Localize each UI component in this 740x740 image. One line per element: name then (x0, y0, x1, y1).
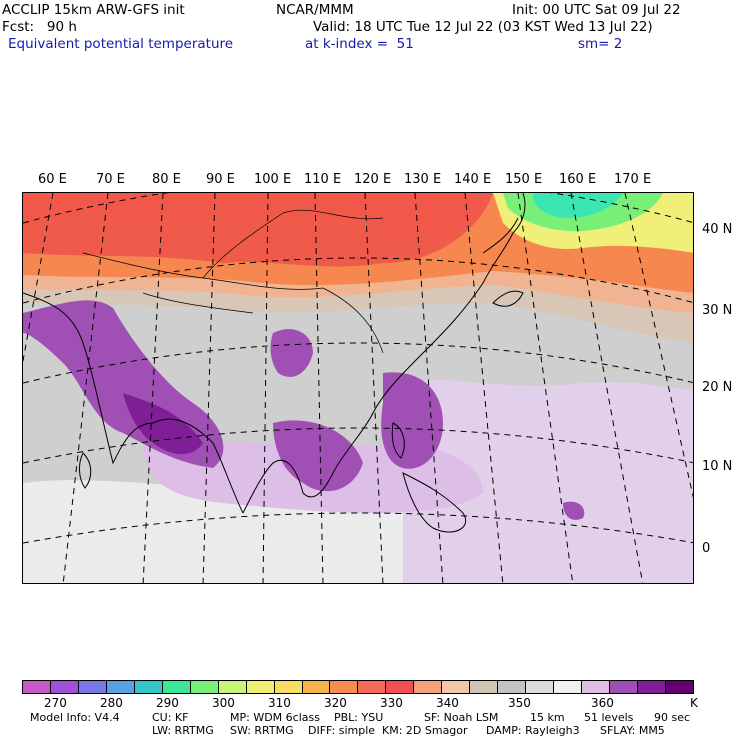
colorbar-swatch (610, 681, 638, 693)
colorbar-tick-label: 290 (156, 696, 179, 710)
colorbar-unit: K (690, 696, 698, 710)
colorbar-swatch (637, 681, 666, 693)
purple-china (270, 329, 313, 377)
colorbar-swatch (442, 681, 471, 693)
footer-item: Model Info: V4.4 (30, 711, 120, 724)
purple-scs (381, 372, 443, 469)
colorbar-swatch (470, 681, 499, 693)
lat-label: 20 N (702, 380, 733, 395)
init-time: Init: 00 UTC Sat 09 Jul 22 (512, 2, 681, 18)
lon-label: 120 E (354, 172, 392, 187)
colorbar-swatch (665, 681, 693, 693)
lon-label: 70 E (96, 172, 125, 187)
dark-purple-bengal (123, 393, 203, 455)
lon-label: 170 E (614, 172, 652, 187)
footer-item: SFLAY: MM5 (600, 724, 665, 737)
colorbar (22, 680, 694, 694)
footer-item: KM: 2D Smagor (382, 724, 468, 737)
footer-item: CU: KF (152, 711, 189, 724)
graticule (23, 193, 693, 583)
lat-label: 40 N (702, 222, 733, 237)
colorbar-swatch (582, 681, 611, 693)
colorbar-swatch (246, 681, 275, 693)
colorbar-swatch (274, 681, 303, 693)
colorbar-swatch (134, 681, 163, 693)
footer-item: DIFF: simple (308, 724, 376, 737)
borders (82, 209, 384, 354)
colorbar-swatch (162, 681, 191, 693)
lon-label: 60 E (38, 172, 67, 187)
colorbar-swatch (50, 681, 79, 693)
lon-label: 150 E (505, 172, 543, 187)
lilac-pacific (403, 380, 693, 583)
colorbar-tick-label: 350 (508, 696, 531, 710)
lon-label: 80 E (152, 172, 181, 187)
colorbar-tick-label: 340 (436, 696, 459, 710)
footer-item: 15 km (530, 711, 565, 724)
colorbar-swatch (526, 681, 555, 693)
lat-label: 30 N (702, 303, 733, 318)
colorbar-swatch (358, 681, 387, 693)
footer-item: DAMP: Rayleigh3 (486, 724, 580, 737)
map-panel[interactable] (22, 192, 694, 584)
colorbar-swatch (78, 681, 107, 693)
red-core (23, 193, 493, 228)
colorbar-tick-label: 300 (212, 696, 235, 710)
lon-label: 110 E (304, 172, 342, 187)
footer-item: SF: Noah LSM (424, 711, 499, 724)
model-title: ACCLIP 15km ARW-GFS init (2, 2, 185, 18)
colorbar-tick-label: 330 (380, 696, 403, 710)
lon-label: 160 E (559, 172, 597, 187)
theta-e-map (23, 193, 693, 583)
colorbar-swatch (302, 681, 331, 693)
smoothing-label: sm= 2 (578, 36, 623, 52)
lat-label: 0 (702, 541, 711, 556)
level-label: at k-index = 51 (305, 36, 414, 52)
field-name: Equivalent potential temperature (8, 36, 234, 52)
lon-label: 90 E (206, 172, 235, 187)
footer-item: LW: RRTMG (152, 724, 214, 737)
valid-time: Valid: 18 UTC Tue 12 Jul 22 (03 KST Wed … (313, 19, 653, 35)
forecast-hour: Fcst: 90 h (2, 19, 77, 35)
lon-label: 140 E (454, 172, 492, 187)
colorbar-swatch (23, 681, 51, 693)
colorbar-swatch (190, 681, 219, 693)
lon-label: 100 E (254, 172, 292, 187)
colorbar-tick-label: 310 (268, 696, 291, 710)
colorbar-tick-label: 360 (591, 696, 614, 710)
footer-item: 90 sec (654, 711, 691, 724)
colorbar-swatch (330, 681, 359, 693)
colorbar-swatch (106, 681, 135, 693)
colorbar-swatch (414, 681, 443, 693)
colorbar-swatch (386, 681, 415, 693)
footer-item: MP: WDM 6class (230, 711, 320, 724)
purple-pacific-spot (563, 501, 585, 520)
colorbar-tick-label: 280 (100, 696, 123, 710)
colorbar-swatch (218, 681, 247, 693)
lat-label: 10 N (702, 459, 733, 474)
footer-item: SW: RRTMG (230, 724, 294, 737)
coastlines (23, 193, 526, 533)
footer-item: 51 levels (584, 711, 634, 724)
colorbar-swatch (554, 681, 583, 693)
footer-item: PBL: YSU (334, 711, 384, 724)
org-label: NCAR/MMM (276, 2, 354, 18)
colorbar-swatch (498, 681, 527, 693)
colorbar-tick-label: 320 (324, 696, 347, 710)
lon-label: 130 E (404, 172, 442, 187)
colorbar-tick-label: 270 (44, 696, 67, 710)
teal-patch (533, 193, 623, 218)
